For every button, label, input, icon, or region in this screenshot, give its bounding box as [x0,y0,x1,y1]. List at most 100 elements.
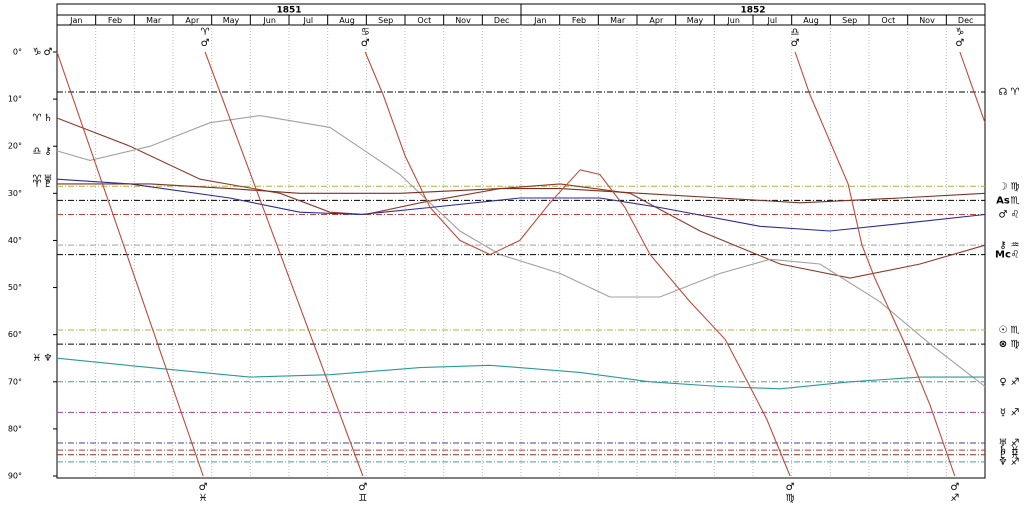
month-label: Sep [842,16,857,25]
reference-planet: ⊗ [999,339,1007,350]
reference-sign: ♐ [1011,438,1020,449]
month-label: Aug [339,16,355,25]
reference-planet: As [996,195,1010,206]
month-label: Feb [572,16,586,25]
y-tick-label: 0° [13,48,22,57]
bottom-sign: ♓ [199,493,208,504]
reference-sign: ♏ [1011,325,1020,336]
reference-planet: ☿ [1000,407,1006,418]
series-sign: ♈ [33,113,42,124]
bottom-planet: ♂ [950,482,959,493]
y-tick-label: 50° [8,283,22,292]
top-sign: ♋ [361,27,370,38]
month-label: Nov [455,16,471,25]
top-planet: ♂ [201,38,210,49]
reference-sign: ♏ [1011,195,1020,206]
reference-planet: Mc [995,250,1011,261]
top-sign: ♈ [201,27,210,38]
bottom-sign: ♍ [786,493,795,504]
month-label: Feb [108,16,122,25]
reference-sign: ♐ [1011,457,1020,468]
month-label: Mar [146,16,162,25]
reference-planet: ♆ [999,457,1008,468]
reference-sign: ♍ [1011,181,1020,192]
month-label: Dec [494,16,509,25]
bottom-planet: ♂ [786,482,795,493]
series-sign: ♎ [33,146,42,157]
series-sign: ♓ [33,353,42,364]
reference-planet: ⚷ [999,240,1006,251]
series-line [56,51,204,477]
year-label: 1852 [740,6,765,16]
reference-sign: ♌ [1011,210,1020,221]
series-line [56,357,985,390]
series-sign: ♈ [33,174,42,185]
series-sign: ♑ [33,47,42,58]
series-line [959,51,986,123]
reference-sign: ♓ [1011,445,1020,456]
series-name: ♇ [44,179,53,190]
bottom-sign: ♐ [950,493,959,504]
month-label: Jan [69,16,82,25]
series-sign: ♈ [33,179,42,190]
month-label: Mar [610,16,626,25]
reference-planet: ☉ [999,325,1008,336]
month-label: Oct [417,16,431,25]
top-planet: ♂ [361,38,370,49]
reference-planet: ♂ [999,210,1008,221]
reference-sign: ♒ [1011,240,1020,251]
month-label: Jul [303,16,314,25]
month-label: Nov [919,16,935,25]
series-line [204,51,364,477]
reference-sign: ♐ [1011,407,1020,418]
month-label: Aug [803,16,819,25]
month-label: Jun [726,16,740,25]
month-label: May [687,16,704,25]
y-tick-label: 60° [8,330,22,339]
series-line [794,51,956,477]
y-tick-label: 20° [8,142,22,151]
reference-planet: ♀ [999,377,1006,388]
month-label: Sep [378,16,393,25]
series-name: ♆ [44,353,53,364]
month-label: Jan [533,16,546,25]
top-sign: ♎ [791,27,800,38]
reference-planet: ♄ [999,445,1008,456]
month-label: Oct [881,16,895,25]
reference-planet: ☽ [999,181,1008,192]
month-label: May [223,16,240,25]
y-tick-label: 40° [8,236,22,245]
reference-sign: ♍ [1011,339,1020,350]
month-label: Jun [262,16,276,25]
series-line [364,51,791,477]
month-label: Jul [767,16,778,25]
top-planet: ♂ [791,38,800,49]
y-tick-label: 30° [8,189,22,198]
y-tick-label: 90° [8,472,22,481]
y-tick-label: 10° [8,95,22,104]
series-line [57,183,986,204]
month-label: Dec [958,16,973,25]
reference-sign: ♐ [1011,377,1020,388]
top-sign: ♑ [955,27,964,38]
series-name: ⚷ [44,146,51,157]
series-name: ♅ [44,174,53,185]
series-name: ♄ [44,113,53,124]
reference-planet: ♇ [999,450,1008,461]
month-label: Apr [185,16,200,25]
reference-planet: ♅ [999,438,1008,449]
y-tick-label: 80° [8,424,22,433]
reference-sign: ♓ [1011,450,1020,461]
bottom-sign: ♊ [358,493,367,504]
bottom-planet: ♂ [358,482,367,493]
bottom-planet: ♂ [199,482,208,493]
top-planet: ♂ [955,38,964,49]
series-name: ♂ [44,47,53,58]
reference-sign: ♈ [1011,87,1020,98]
reference-sign: ♌ [1011,250,1020,261]
y-tick-label: 70° [8,377,22,386]
series-line [56,115,986,387]
month-label: Apr [649,16,664,25]
